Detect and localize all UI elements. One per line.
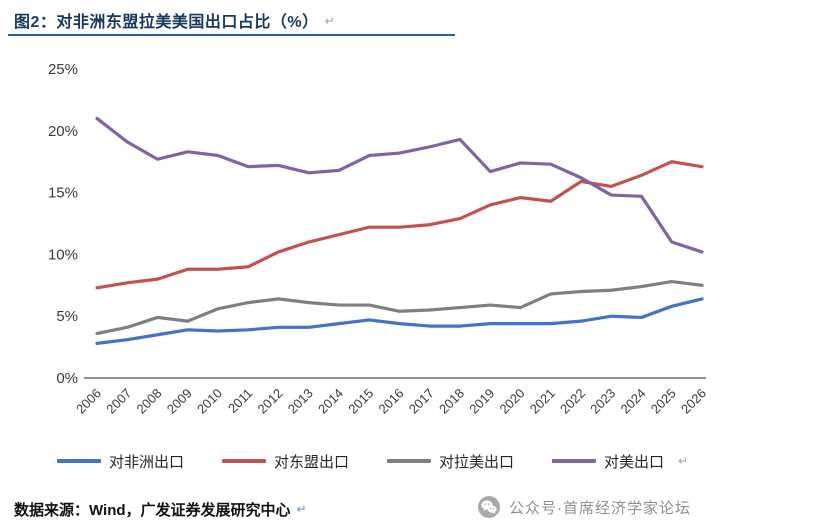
svg-text:2018: 2018 bbox=[436, 386, 467, 417]
svg-text:2017: 2017 bbox=[406, 386, 437, 417]
svg-text:0%: 0% bbox=[56, 370, 78, 387]
svg-text:2021: 2021 bbox=[527, 386, 558, 417]
legend-swatch-latam bbox=[386, 459, 431, 463]
svg-text:2025: 2025 bbox=[648, 386, 679, 417]
figure-footer: 数据来源：Wind，广发证券发展研究中心 ↵ 公众号·首席经济学家论坛 bbox=[0, 494, 818, 524]
legend-swatch-africa bbox=[56, 459, 101, 463]
watermark: 公众号·首席经济学家论坛 bbox=[477, 495, 691, 519]
svg-text:2014: 2014 bbox=[315, 386, 346, 417]
svg-text:2008: 2008 bbox=[134, 386, 165, 417]
data-source-text: 数据来源：Wind，广发证券发展研究中心 bbox=[14, 502, 291, 519]
figure-title: 图2：对非洲东盟拉美美国出口占比（%） bbox=[14, 14, 319, 31]
line-chart: 0% 5% 10% 15% 20% 25% 2006 2007 2008 2009 2010 2011… bbox=[14, 52, 724, 444]
svg-text:2010: 2010 bbox=[194, 386, 225, 417]
legend-swatch-asean bbox=[221, 459, 266, 463]
legend-label-us: 对美出口 bbox=[603, 453, 664, 471]
figure-header: 图2：对非洲东盟拉美美国出口占比（%） ↵ bbox=[14, 8, 804, 32]
svg-text:2015: 2015 bbox=[345, 386, 376, 417]
legend-item-africa: 对非洲出口 bbox=[56, 451, 184, 472]
legend-label-asean: 对东盟出口 bbox=[273, 453, 349, 471]
legend-item-asean: 对东盟出口 bbox=[221, 451, 349, 472]
legend-item-us: 对美出口 bbox=[551, 451, 664, 472]
svg-text:5%: 5% bbox=[56, 308, 78, 325]
svg-text:2009: 2009 bbox=[164, 386, 195, 417]
svg-text:2013: 2013 bbox=[285, 386, 316, 417]
wechat-icon bbox=[477, 495, 501, 519]
svg-text:2006: 2006 bbox=[73, 386, 104, 417]
svg-text:25%: 25% bbox=[48, 61, 78, 78]
legend-swatch-us bbox=[551, 459, 596, 463]
svg-text:2020: 2020 bbox=[497, 386, 528, 417]
svg-text:15%: 15% bbox=[48, 185, 78, 202]
chart-svg: 0% 5% 10% 15% 20% 25% 2006 2007 2008 2009 2010 2011… bbox=[48, 61, 709, 417]
svg-text:2007: 2007 bbox=[103, 386, 134, 417]
svg-text:2019: 2019 bbox=[466, 386, 497, 417]
legend-label-africa: 对非洲出口 bbox=[108, 453, 184, 471]
watermark-text: 公众号·首席经济学家论坛 bbox=[509, 499, 691, 517]
title-underline bbox=[8, 34, 455, 36]
data-source: 数据来源：Wind，广发证券发展研究中心 ↵ bbox=[14, 499, 307, 520]
svg-text:10%: 10% bbox=[48, 246, 78, 263]
paragraph-return-mark: ↵ bbox=[324, 14, 335, 28]
svg-text:2016: 2016 bbox=[376, 386, 407, 417]
svg-text:20%: 20% bbox=[48, 123, 78, 140]
paragraph-return-mark: ↵ bbox=[678, 454, 689, 468]
svg-text:2023: 2023 bbox=[587, 386, 618, 417]
svg-text:2011: 2011 bbox=[225, 386, 255, 416]
paragraph-return-mark: ↵ bbox=[296, 502, 307, 516]
legend-label-latam: 对拉美出口 bbox=[438, 453, 514, 471]
svg-text:2022: 2022 bbox=[557, 386, 588, 417]
svg-text:2026: 2026 bbox=[678, 386, 709, 417]
legend-item-latam: 对拉美出口 bbox=[386, 451, 514, 472]
svg-text:2024: 2024 bbox=[618, 386, 649, 417]
svg-text:2012: 2012 bbox=[255, 386, 286, 417]
chart-legend: 对非洲出口 对东盟出口 对拉美出口 对美出口 ↵ bbox=[0, 449, 745, 473]
